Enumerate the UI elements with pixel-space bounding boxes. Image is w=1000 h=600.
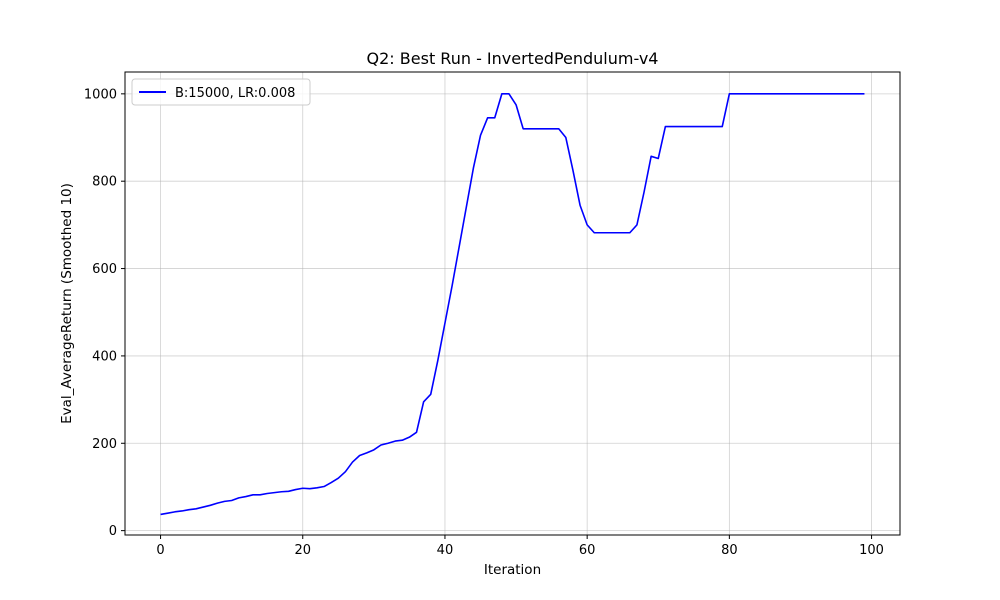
y-tick-label: 800	[92, 175, 117, 190]
x-axis-label: Iteration	[484, 562, 541, 578]
legend-box	[131, 78, 311, 106]
x-tick-label: 80	[721, 543, 738, 558]
y-tick-label: 600	[92, 262, 117, 277]
x-tick-label: 40	[437, 543, 454, 558]
x-tick-label: 60	[579, 543, 596, 558]
series-line-0	[160, 93, 865, 516]
plot-frame	[124, 71, 901, 536]
x-tick-label: 0	[156, 543, 164, 558]
chart-title: Q2: Best Run - InvertedPendulum-v4	[367, 49, 659, 68]
x-tick-label: 100	[859, 543, 884, 558]
y-axis-label: Eval_AverageReturn (Smoothed 10)	[59, 183, 75, 424]
y-tick-label: 0	[109, 524, 117, 539]
x-tick-label: 20	[294, 543, 311, 558]
legend-label: B:15000, LR:0.008	[175, 86, 295, 101]
y-tick-label: 200	[92, 437, 117, 452]
y-tick-label: 1000	[84, 87, 117, 102]
y-tick-label: 400	[92, 349, 117, 364]
grid	[125, 72, 900, 535]
legend: B:15000, LR:0.008	[131, 78, 311, 106]
series-layer	[160, 93, 865, 516]
